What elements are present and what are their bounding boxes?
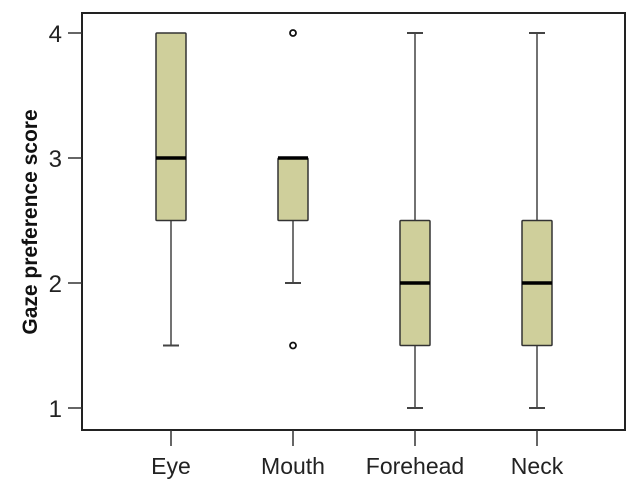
- x-tick-label: Forehead: [366, 453, 464, 479]
- y-tick-label: 4: [49, 21, 62, 48]
- y-axis-label: Gaze preference score: [19, 109, 42, 334]
- box-neck: [521, 32, 553, 409]
- plot-frame: [81, 12, 626, 431]
- x-tick-label: Mouth: [261, 453, 325, 479]
- box-mouth: [277, 29, 309, 350]
- iqr-box: [277, 157, 309, 222]
- outlier-point: [289, 29, 297, 37]
- y-tick-label: 1: [49, 396, 62, 423]
- outlier-point: [289, 341, 297, 350]
- box-eye: [155, 32, 187, 347]
- y-tick-label: 3: [49, 146, 62, 173]
- x-tick-label: Neck: [511, 453, 564, 479]
- box-forehead: [399, 32, 431, 409]
- x-axis: Eye Mouth Forehead Neck: [151, 430, 564, 479]
- x-tick-label: Eye: [151, 453, 191, 479]
- box-series: [155, 29, 553, 409]
- iqr-box: [155, 32, 187, 222]
- y-tick-label: 2: [49, 271, 62, 298]
- y-axis: 1 2 3 4: [49, 21, 82, 423]
